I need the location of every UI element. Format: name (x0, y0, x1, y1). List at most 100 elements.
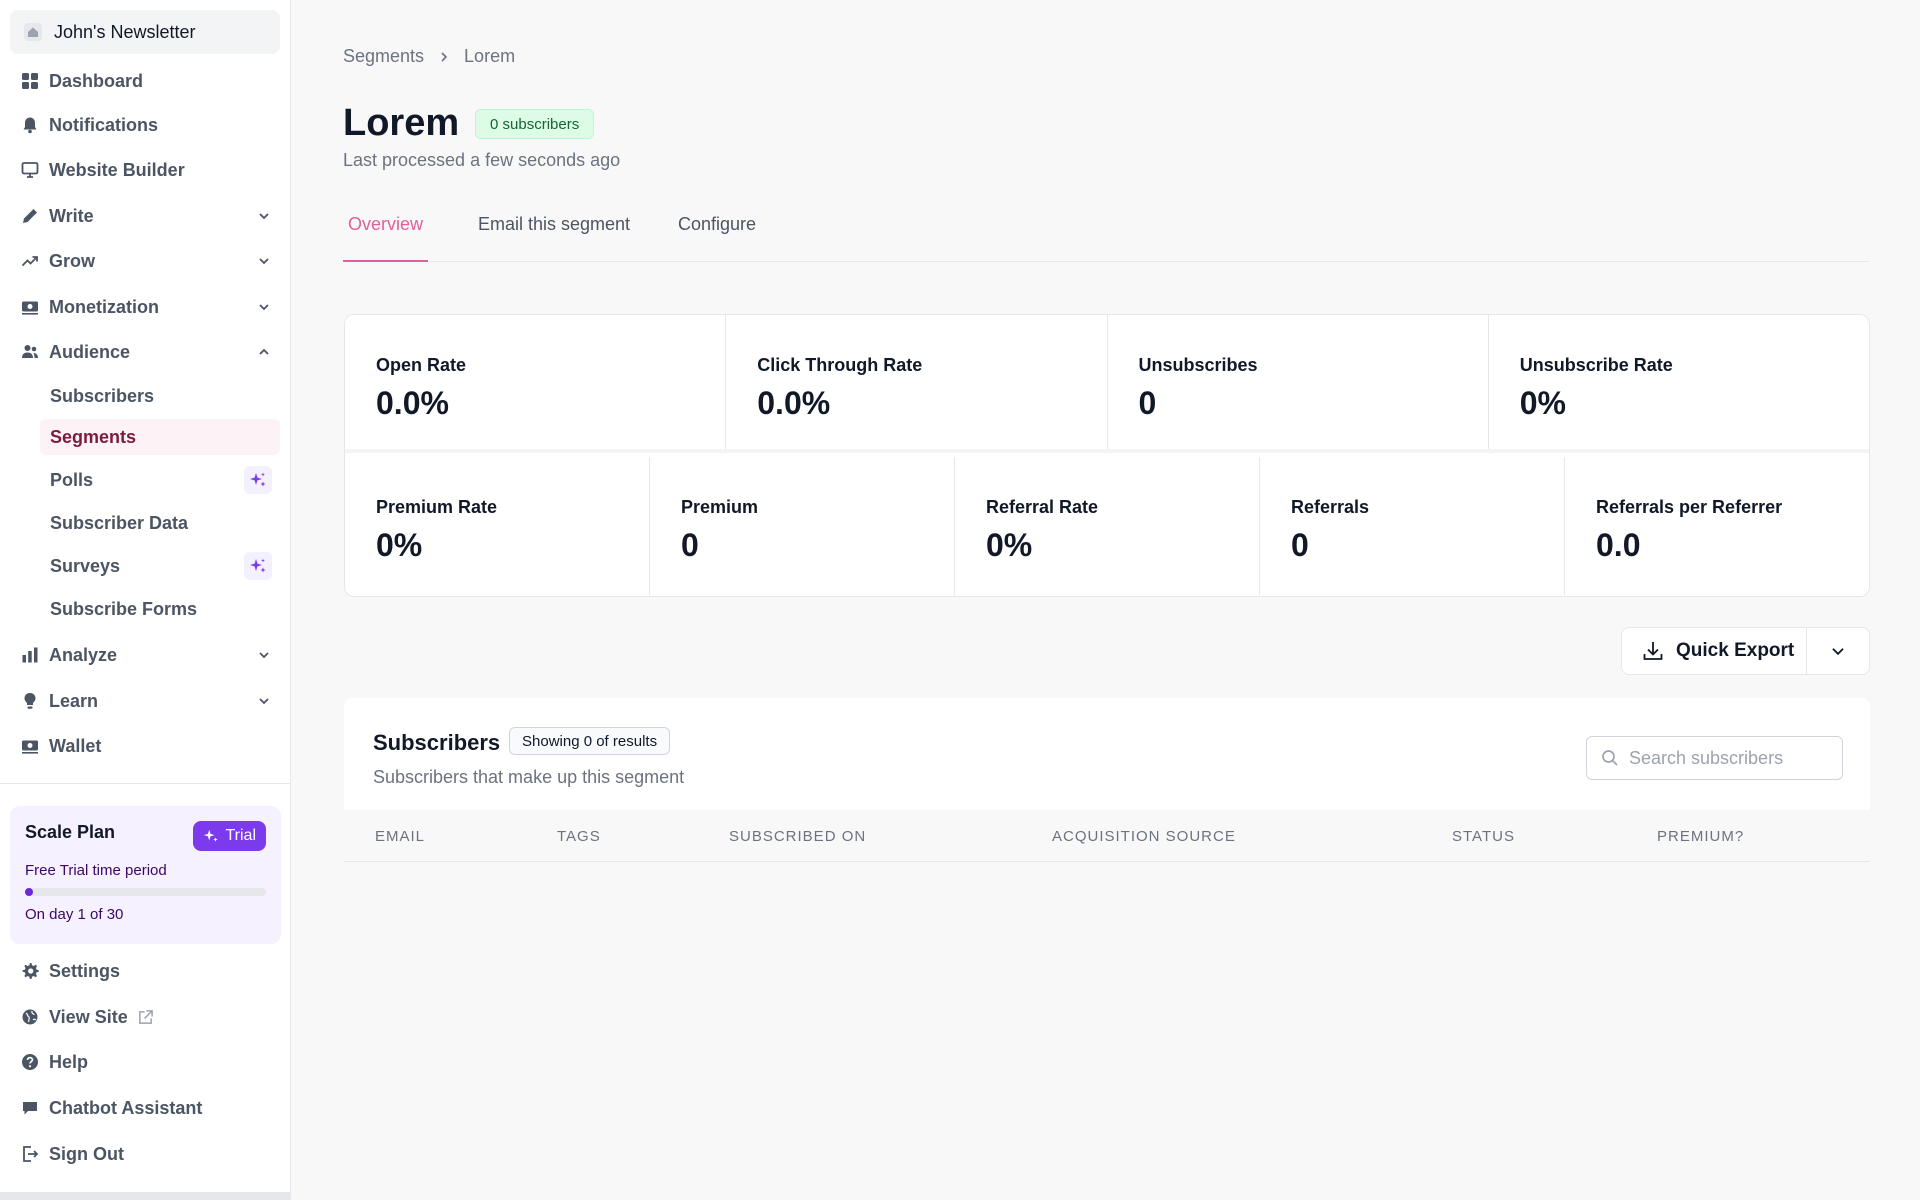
stat-click-through-rate: Click Through Rate 0.0% (726, 315, 1108, 449)
nav-write[interactable]: Write (10, 196, 280, 236)
quick-export-button[interactable]: Quick Export (1622, 628, 1807, 674)
nav-polls[interactable]: Polls (40, 462, 280, 498)
help-circle-icon (20, 1052, 40, 1072)
nav-segments[interactable]: Segments (40, 419, 280, 455)
chevron-down-icon (256, 647, 272, 663)
breadcrumb: Segments Lorem (343, 46, 515, 67)
tab-overview[interactable]: Overview (343, 214, 429, 262)
nav-sign-out[interactable]: Sign Out (10, 1134, 280, 1174)
stat-label: Premium Rate (376, 497, 498, 517)
home-icon (24, 23, 42, 41)
trial-badge[interactable]: Trial (193, 821, 266, 851)
breadcrumb-segments[interactable]: Segments (343, 46, 425, 66)
segment-tabs: Overview Email this segment Configure (343, 214, 1869, 262)
nav-subscribe-forms[interactable]: Subscribe Forms (40, 591, 280, 627)
stat-label: Referrals (1291, 497, 1370, 517)
plan-title: Scale Plan (25, 822, 116, 842)
stats-row-engagement: Open Rate 0.0% Click Through Rate 0.0% U… (345, 315, 1869, 453)
chart-bar-icon (20, 645, 40, 665)
column-header-acquisition-source[interactable]: ACQUISITION SOURCE (1052, 828, 1236, 845)
chevron-down-icon (1829, 642, 1847, 660)
nav-wallet[interactable]: Wallet (10, 726, 280, 766)
stat-value: 0.0 (1596, 527, 1641, 563)
nav-learn[interactable]: Learn (10, 681, 280, 721)
stat-label: Referral Rate (986, 497, 1099, 517)
nav-chatbot-label: Chatbot Assistant (49, 1097, 203, 1118)
nav-help[interactable]: Help (10, 1042, 280, 1082)
nav-grow[interactable]: Grow (10, 241, 280, 281)
stat-label: Click Through Rate (757, 355, 923, 375)
column-header-status[interactable]: STATUS (1452, 828, 1515, 845)
plan-card[interactable]: Scale Plan Trial Free Trial time period … (10, 806, 281, 944)
subscribers-table-header: EMAIL TAGS SUBSCRIBED ON ACQUISITION SOU… (344, 810, 1870, 862)
publication-switcher[interactable]: John's Newsletter (10, 10, 280, 54)
nav-subscribers[interactable]: Subscribers (40, 378, 280, 414)
nav-dashboard[interactable]: Dashboard (10, 61, 280, 101)
tab-configure[interactable]: Configure (678, 214, 757, 234)
stat-referral-rate: Referral Rate 0% (955, 457, 1260, 595)
nav-surveys[interactable]: Surveys (40, 548, 280, 584)
nav-grow-label: Grow (49, 250, 96, 271)
nav-monetization-label: Monetization (49, 296, 159, 317)
nav-audience[interactable]: Audience (10, 332, 280, 372)
subscribers-title: Subscribers (373, 730, 501, 755)
nav-analyze[interactable]: Analyze (10, 635, 280, 675)
nav-sign-out-label: Sign Out (49, 1143, 124, 1164)
nav-write-label: Write (49, 205, 94, 226)
stat-label: Unsubscribes (1138, 355, 1258, 375)
nav-subscriber-data[interactable]: Subscriber Data (40, 505, 280, 541)
chevron-down-icon (256, 693, 272, 709)
sparkle-icon (244, 466, 272, 494)
stat-label: Unsubscribe Rate (1519, 355, 1673, 375)
users-icon (20, 342, 40, 362)
nav-dashboard-label: Dashboard (49, 70, 144, 91)
stat-open-rate: Open Rate 0.0% (345, 315, 727, 449)
column-header-subscribed-on[interactable]: SUBSCRIBED ON (729, 828, 867, 845)
nav-settings[interactable]: Settings (10, 951, 280, 991)
stat-value: 0% (376, 527, 423, 563)
nav-chatbot-assistant[interactable]: Chatbot Assistant (10, 1088, 280, 1128)
nav-subscriber-data-label: Subscriber Data (50, 512, 189, 533)
nav-surveys-label: Surveys (50, 555, 121, 576)
nav-view-site[interactable]: View Site (10, 997, 280, 1037)
sparkle-icon (244, 552, 272, 580)
chevron-down-icon (256, 208, 272, 224)
globe-icon (20, 1007, 40, 1027)
column-header-email[interactable]: EMAIL (375, 828, 426, 845)
stat-referrals: Referrals 0 (1260, 457, 1565, 595)
gear-icon (20, 961, 40, 981)
subscriber-count-badge: 0 subscribers (475, 109, 595, 139)
breadcrumb-current: Lorem (464, 46, 516, 66)
external-link-icon (137, 1009, 154, 1026)
sidebar-footer-strip (0, 1192, 291, 1200)
nav-monetization[interactable]: Monetization (10, 287, 280, 327)
wallet-icon (20, 736, 40, 756)
tab-email-this-segment[interactable]: Email this segment (478, 214, 631, 234)
main-content: Segments Lorem Lorem 0 subscribers Last … (292, 0, 1920, 1200)
dashboard-icon (20, 71, 40, 91)
plan-subtitle: Free Trial time period (25, 862, 167, 879)
stat-label: Premium (681, 497, 759, 517)
export-options-button[interactable] (1807, 628, 1869, 674)
nav-notifications[interactable]: Notifications (10, 105, 280, 145)
stat-label: Referrals per Referrer (1596, 497, 1783, 517)
bell-icon (20, 115, 40, 135)
chevron-right-icon (438, 51, 450, 63)
search-subscribers-input[interactable] (1629, 747, 1829, 769)
stat-value: 0 (1138, 385, 1157, 421)
stats-row-premium: Premium Rate 0% Premium 0 Referral Rate … (345, 457, 1869, 595)
download-icon (1642, 640, 1664, 662)
nav-polls-label: Polls (50, 469, 94, 490)
nav-website-builder[interactable]: Website Builder (10, 150, 280, 190)
nav-website-builder-label: Website Builder (49, 159, 185, 180)
nav-audience-label: Audience (49, 341, 131, 362)
stat-value: 0.0% (376, 385, 449, 421)
column-header-premium[interactable]: PREMIUM? (1657, 828, 1745, 845)
column-header-tags[interactable]: TAGS (557, 828, 601, 845)
subscribers-description: Subscribers that make up this segment (373, 767, 685, 787)
nav-subscribe-forms-label: Subscribe Forms (50, 598, 198, 619)
sparkle-icon (203, 828, 219, 844)
search-icon (1601, 749, 1619, 767)
publication-name: John's Newsletter (54, 21, 196, 42)
nav-learn-label: Learn (49, 690, 99, 711)
